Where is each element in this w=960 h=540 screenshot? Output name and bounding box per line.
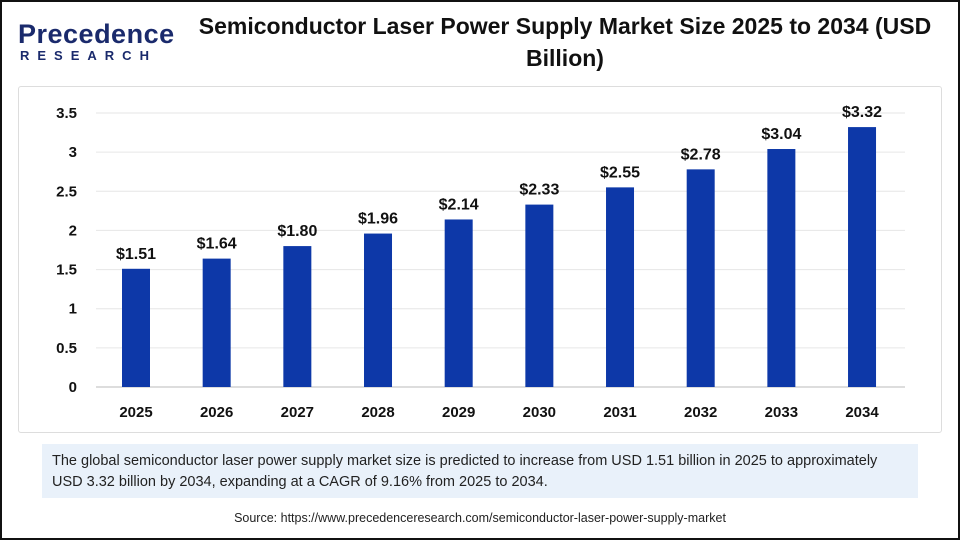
data-label: $2.78 — [681, 146, 721, 163]
x-tick-label: 2027 — [281, 404, 314, 421]
x-tick-label: 2025 — [119, 404, 152, 421]
bar — [202, 258, 231, 387]
data-label: $2.33 — [519, 182, 559, 199]
bar — [767, 149, 796, 387]
chart-title: Semiconductor Laser Power Supply Market … — [198, 13, 932, 71]
y-tick-label: 3 — [69, 144, 77, 161]
bar — [525, 204, 554, 387]
data-label: $2.55 — [600, 164, 640, 181]
data-label: $1.64 — [197, 236, 237, 253]
bar — [848, 127, 877, 387]
data-label: $3.32 — [842, 104, 882, 121]
bar — [444, 219, 473, 387]
bar — [122, 268, 150, 387]
summary-text: The global semiconductor laser power sup… — [42, 444, 918, 498]
x-tick-label: 2029 — [442, 404, 475, 421]
data-label: $2.14 — [439, 196, 479, 213]
chart-area — [18, 86, 942, 433]
y-tick-label: 0 — [69, 379, 77, 396]
logo: Precedence RESEARCH — [18, 20, 175, 63]
x-tick-label: 2033 — [765, 404, 798, 421]
y-tick-label: 2.5 — [56, 183, 77, 200]
bar — [606, 187, 635, 387]
x-tick-label: 2028 — [361, 404, 394, 421]
logo-line1: Precedence — [18, 19, 175, 49]
source-text: Source: https://www.precedenceresearch.c… — [234, 511, 726, 525]
data-label: $1.51 — [116, 246, 156, 263]
y-tick-label: 3.5 — [56, 105, 77, 122]
bar — [364, 233, 393, 387]
x-tick-label: 2032 — [684, 404, 717, 421]
y-tick-label: 1 — [69, 301, 77, 318]
bar — [686, 169, 715, 387]
y-tick-label: 0.5 — [56, 340, 77, 357]
x-tick-label: 2026 — [200, 404, 233, 421]
y-tick-label: 1.5 — [56, 262, 77, 279]
x-tick-label: 2034 — [845, 404, 879, 421]
data-label: $3.04 — [761, 126, 801, 143]
x-tick-label: 2031 — [603, 404, 636, 421]
y-tick-label: 2 — [69, 222, 77, 239]
data-label: $1.96 — [358, 211, 398, 228]
data-label: $1.80 — [277, 223, 317, 240]
logo-line2: RESEARCH — [20, 48, 157, 63]
bar — [283, 246, 312, 387]
x-tick-label: 2030 — [523, 404, 556, 421]
